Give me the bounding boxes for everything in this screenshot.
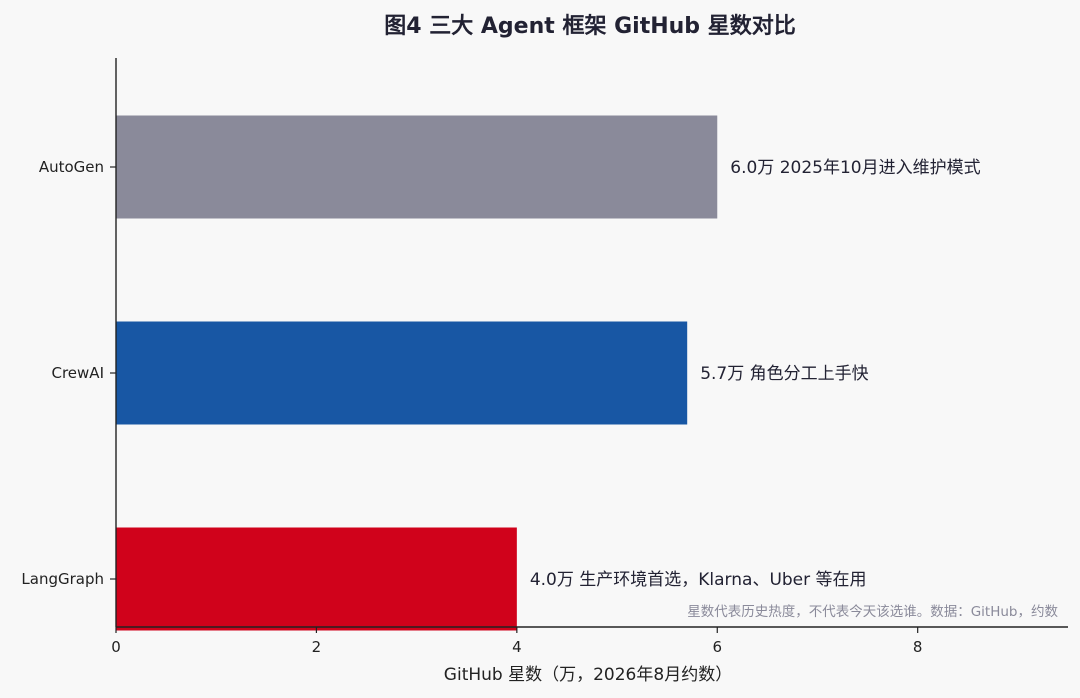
- source-note: 星数代表历史热度，不代表今天该选谁。数据：GitHub，约数: [687, 604, 1058, 620]
- bar-autogen: [116, 115, 718, 219]
- chart-title: 图4 三大 Agent 框架 GitHub 星数对比: [384, 13, 795, 39]
- x-axis-label: GitHub 星数（万，2026年8月约数）: [444, 665, 732, 685]
- x-tick-label: 0: [111, 638, 121, 656]
- y-tick-label-crewai: CrewAI: [52, 364, 105, 382]
- y-tick-label-autogen: AutoGen: [39, 158, 104, 176]
- data-label-langgraph: 4.0万 生产环境首选，Klarna、Uber 等在用: [530, 570, 867, 590]
- x-tick-label: 8: [913, 638, 923, 656]
- y-axis-ticks: AutoGen CrewAI LangGraph: [21, 158, 116, 588]
- bar-langgraph: [116, 527, 517, 631]
- bars-group: [116, 115, 718, 631]
- x-tick-label: 2: [312, 638, 322, 656]
- data-label-autogen: 6.0万 2025年10月进入维护模式: [730, 158, 980, 178]
- bar-crewai: [116, 321, 688, 425]
- data-label-crewai: 5.7万 角色分工上手快: [700, 364, 868, 384]
- x-tick-label: 4: [512, 638, 522, 656]
- x-tick-label: 6: [712, 638, 722, 656]
- x-axis-ticks: 0 2 4 6 8: [111, 627, 922, 656]
- y-tick-label-langgraph: LangGraph: [21, 570, 104, 588]
- data-labels-group: 6.0万 2025年10月进入维护模式 5.7万 角色分工上手快 4.0万 生产环境…: [530, 158, 981, 590]
